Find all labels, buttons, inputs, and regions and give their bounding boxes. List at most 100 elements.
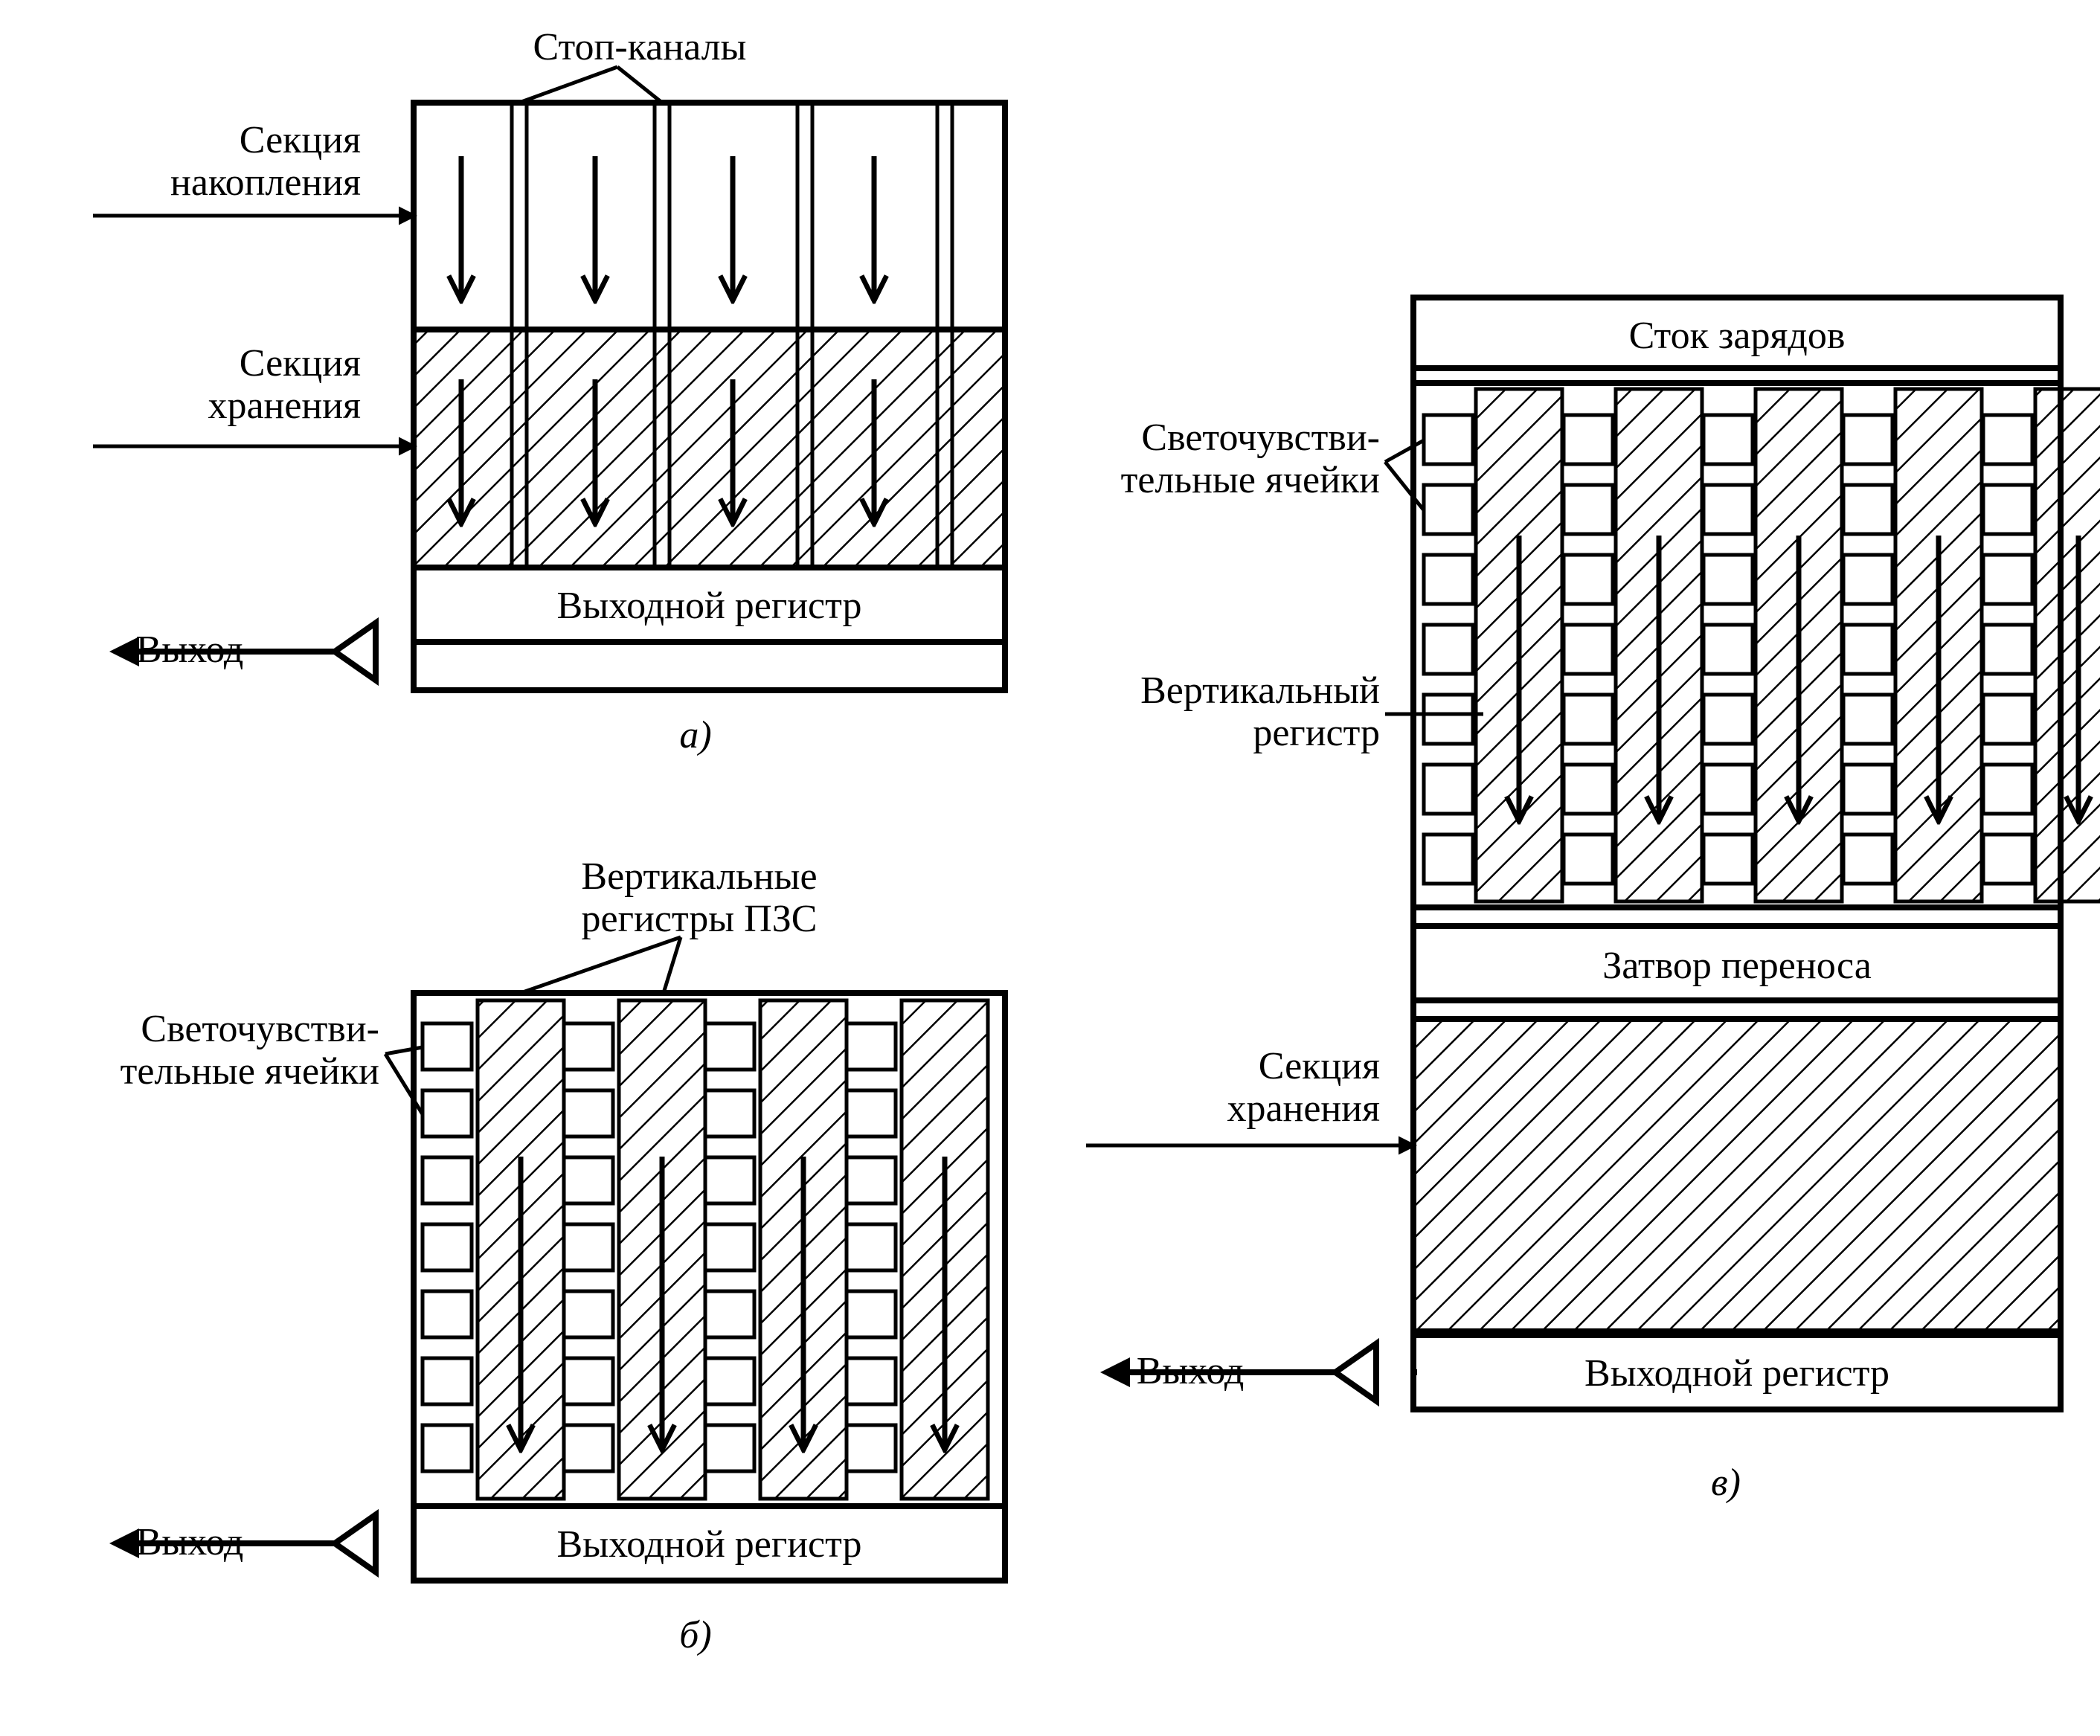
diagram-element	[385, 1054, 423, 1114]
diagram-element	[705, 1090, 754, 1137]
diagram-element	[1564, 625, 1613, 674]
diagram-element	[564, 1358, 613, 1404]
diagram-element	[423, 1291, 472, 1337]
diagram-element	[1704, 695, 1753, 744]
caption-v: в)	[1711, 1462, 1741, 1504]
diagram-element: Выходной регистр	[1584, 1352, 1889, 1395]
diagram-element: Секция	[1259, 1045, 1380, 1087]
diagram-element	[2035, 389, 2100, 901]
diagram-element: регистр	[1253, 712, 1380, 754]
diagram-element	[423, 1157, 472, 1203]
diagram-element	[664, 937, 681, 993]
diagram-element	[564, 1425, 613, 1471]
diagram-element	[1983, 765, 2032, 814]
diagram-element	[521, 937, 681, 993]
diagram-element	[1843, 415, 1892, 464]
diagram-element	[1983, 485, 2032, 534]
diagram-element	[1385, 440, 1424, 462]
diagram-element	[564, 1224, 613, 1270]
diagram-element: накопления	[170, 161, 361, 204]
diagram-element	[385, 1047, 423, 1054]
diagram-element	[1564, 765, 1613, 814]
diagram-element	[847, 1358, 896, 1404]
diagram-element	[414, 103, 1005, 329]
diagram-element	[564, 1023, 613, 1070]
diagram-element	[847, 1224, 896, 1270]
diagram-element	[1843, 695, 1892, 744]
diagram-element	[1413, 1019, 2061, 1331]
diagram-element	[705, 1224, 754, 1270]
diagram-element	[1843, 485, 1892, 534]
diagram-element	[1704, 415, 1753, 464]
diagram-element	[335, 623, 376, 681]
caption-b: б)	[679, 1614, 711, 1656]
diagram-element: хранения	[208, 385, 361, 427]
diagram-element	[1843, 835, 1892, 884]
diagram-element	[617, 67, 662, 103]
diagram-element: Сток зарядов	[1629, 315, 1846, 357]
diagram-element: Выход	[1137, 1350, 1245, 1392]
diagram-element	[1335, 1344, 1376, 1401]
diagram-element	[564, 1291, 613, 1337]
ccd-architectures-diagram: Стоп-каналыСекциянакопленияСекцияхранени…	[0, 0, 2100, 1736]
diagram-element: Вертикальные	[581, 855, 817, 898]
diagram-element	[705, 1023, 754, 1070]
diagram-element	[1843, 765, 1892, 814]
diagram-element	[705, 1157, 754, 1203]
diagram-element	[1564, 835, 1613, 884]
diagram-element	[564, 1157, 613, 1203]
diagram-element	[1843, 555, 1892, 604]
caption-a: а)	[679, 714, 711, 756]
diagram-element	[414, 329, 1005, 568]
diagram-element	[1704, 485, 1753, 534]
diagram-element	[1704, 555, 1753, 604]
diagram-element	[423, 1224, 472, 1270]
diagram-element	[423, 1425, 472, 1471]
diagram-element	[423, 1358, 472, 1404]
diagram-element	[847, 1023, 896, 1070]
diagram-element	[847, 1090, 896, 1137]
diagram-element	[1424, 765, 1473, 814]
diagram-element	[1564, 485, 1613, 534]
diagram-element	[1424, 835, 1473, 884]
diagram-element	[1704, 625, 1753, 674]
diagram-element	[1983, 695, 2032, 744]
diagram-element	[705, 1358, 754, 1404]
diagram-element	[335, 1515, 376, 1572]
diagram-element: тельные ячейки	[121, 1050, 379, 1093]
diagram-element	[1983, 555, 2032, 604]
diagram-element: тельные ячейки	[1121, 459, 1380, 501]
diagram-element	[1424, 695, 1473, 744]
diagram-element	[564, 1090, 613, 1137]
diagram-element: регистры ПЗС	[582, 898, 818, 940]
diagram-element	[423, 1090, 472, 1137]
diagram-element	[1564, 555, 1613, 604]
diagram-element: Выход	[136, 629, 244, 671]
diagram-element	[1704, 765, 1753, 814]
diagram-element: Затвор переноса	[1602, 945, 1872, 987]
diagram-element	[847, 1291, 896, 1337]
diagram-element	[1564, 415, 1613, 464]
diagram-element	[847, 1157, 896, 1203]
diagram-element	[1704, 835, 1753, 884]
diagram-element	[1424, 415, 1473, 464]
diagram-element	[1983, 415, 2032, 464]
diagram-element	[1843, 625, 1892, 674]
diagram-element	[1385, 462, 1424, 510]
diagram-element: Вертикальный	[1140, 669, 1380, 712]
diagram-element: Светочувстви-	[1141, 417, 1380, 459]
diagram-element	[847, 1425, 896, 1471]
diagram-element: Светочувстви-	[141, 1008, 379, 1050]
label-output-register-a: Выходной регистр	[557, 585, 862, 627]
diagram-element: Секция	[240, 119, 361, 161]
diagram-element	[705, 1291, 754, 1337]
diagram-element	[1983, 625, 2032, 674]
diagram-element: Выходной регистр	[557, 1523, 862, 1566]
diagram-element	[705, 1425, 754, 1471]
diagram-element	[1983, 835, 2032, 884]
diagram-element	[519, 67, 617, 103]
diagram-element	[1564, 695, 1613, 744]
diagram-element: хранения	[1227, 1087, 1380, 1130]
diagram-element	[1424, 625, 1473, 674]
label-stop-channels: Стоп-каналы	[533, 26, 747, 68]
